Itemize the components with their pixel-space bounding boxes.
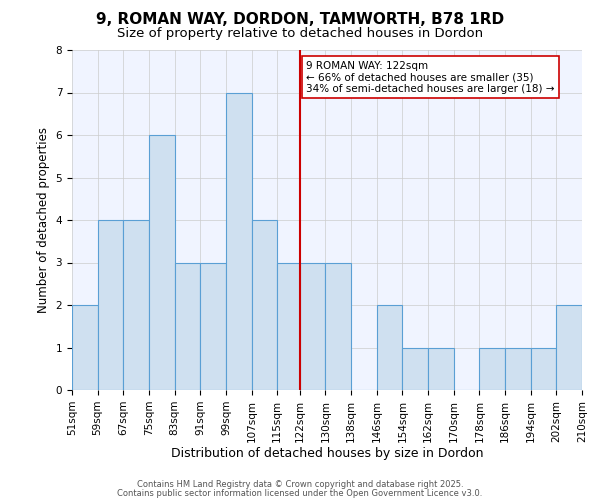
Bar [505, 348, 530, 390]
Text: 9 ROMAN WAY: 122sqm
← 66% of detached houses are smaller (35)
34% of semi-detach: 9 ROMAN WAY: 122sqm ← 66% of detached ho… [306, 60, 554, 94]
Bar [98, 220, 124, 390]
Bar [200, 262, 226, 390]
Bar [377, 305, 403, 390]
Bar [479, 348, 505, 390]
X-axis label: Distribution of detached houses by size in Dordon: Distribution of detached houses by size … [171, 448, 483, 460]
Bar [277, 262, 300, 390]
Bar [556, 305, 582, 390]
Text: Contains public sector information licensed under the Open Government Licence v3: Contains public sector information licen… [118, 488, 482, 498]
Y-axis label: Number of detached properties: Number of detached properties [37, 127, 50, 313]
Bar [72, 305, 98, 390]
Bar [530, 348, 556, 390]
Bar [300, 262, 325, 390]
Bar [149, 135, 175, 390]
Bar [175, 262, 200, 390]
Text: 9, ROMAN WAY, DORDON, TAMWORTH, B78 1RD: 9, ROMAN WAY, DORDON, TAMWORTH, B78 1RD [96, 12, 504, 28]
Text: Size of property relative to detached houses in Dordon: Size of property relative to detached ho… [117, 28, 483, 40]
Bar [403, 348, 428, 390]
Text: Contains HM Land Registry data © Crown copyright and database right 2025.: Contains HM Land Registry data © Crown c… [137, 480, 463, 489]
Bar [226, 92, 251, 390]
Bar [325, 262, 351, 390]
Bar [251, 220, 277, 390]
Bar [124, 220, 149, 390]
Bar [428, 348, 454, 390]
